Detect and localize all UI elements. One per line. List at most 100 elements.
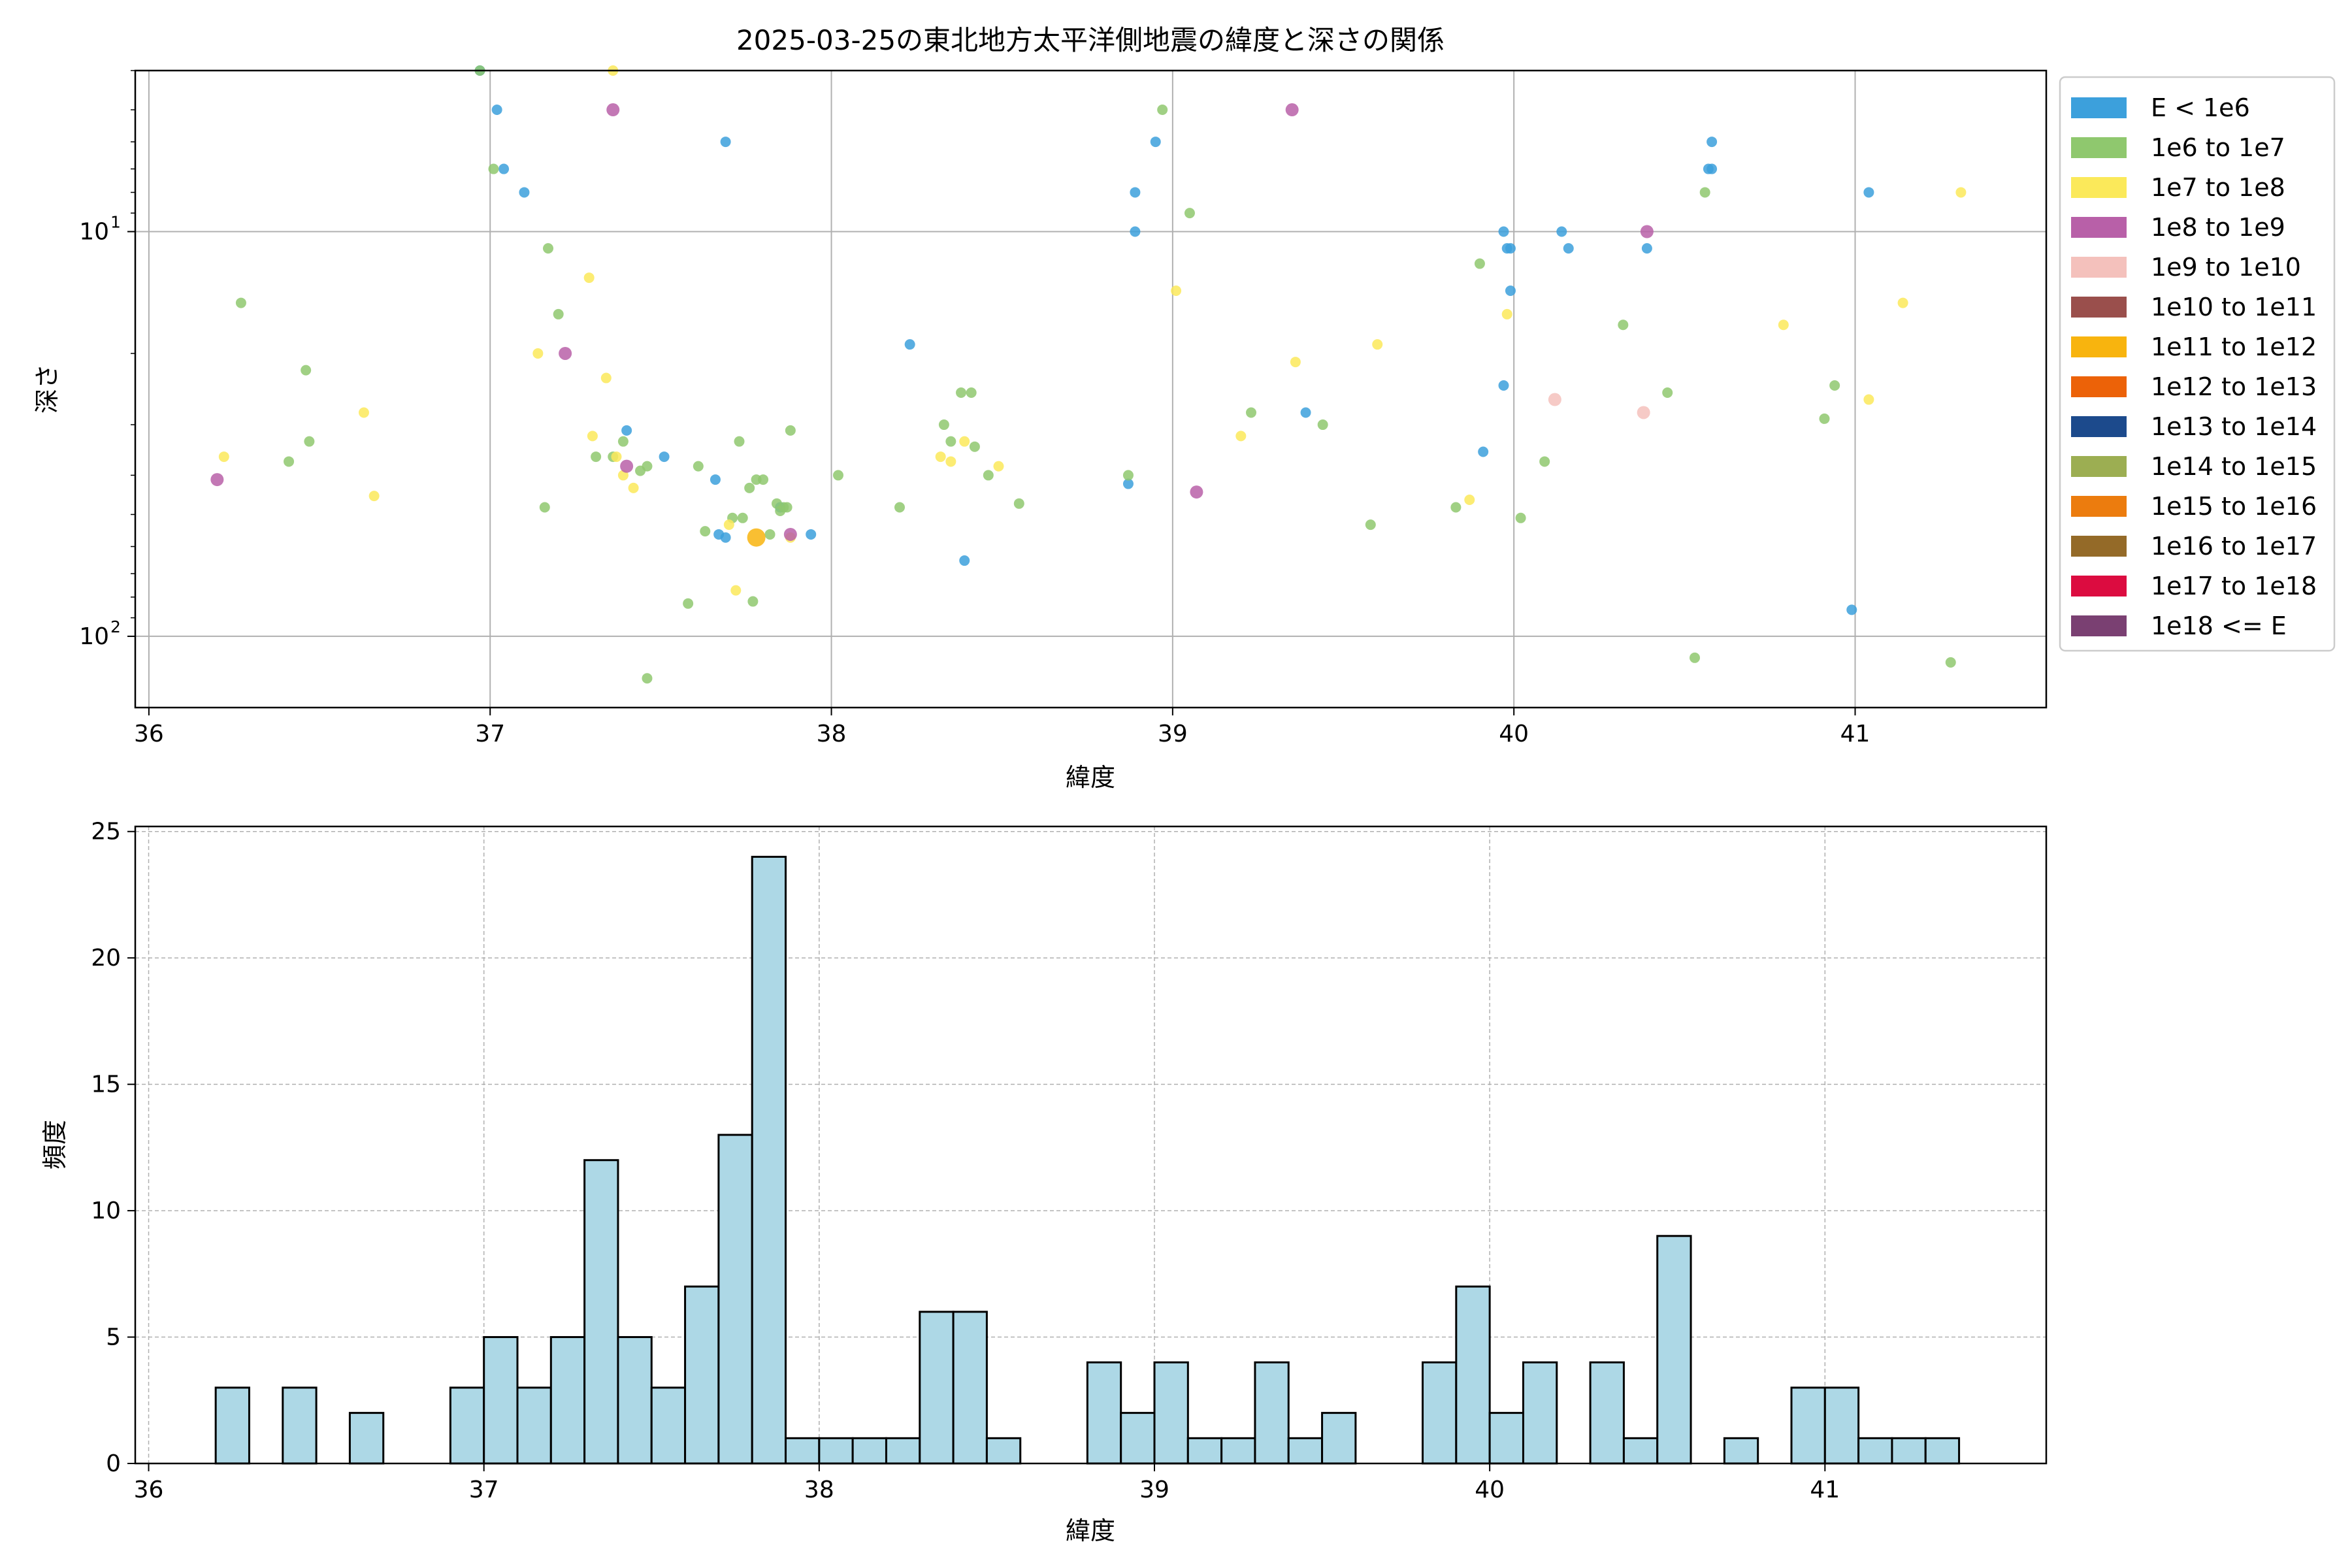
histogram-bar (650, 1386, 687, 1465)
histogram-x-tick-label: 38 (804, 1477, 834, 1503)
scatter-point (781, 502, 792, 513)
histogram-bar (919, 1311, 955, 1465)
scatter-point (734, 436, 745, 447)
scatter-x-axis-label: 緯度 (1066, 763, 1115, 792)
scatter-plot-frame (134, 69, 2048, 709)
histogram-x-tick-label: 39 (1139, 1477, 1169, 1503)
legend-swatch (2071, 496, 2127, 517)
scatter-point (1235, 431, 1247, 442)
histogram-bar (282, 1386, 318, 1465)
legend-label: 1e15 to 1e16 (2151, 492, 2317, 521)
scatter-x-tick-label: 39 (1158, 721, 1188, 747)
scatter-point (959, 436, 970, 447)
scatter-y-tick-label: 10 (79, 218, 109, 245)
histogram-bar (851, 1437, 887, 1465)
legend-swatch (2071, 615, 2127, 636)
scatter-point (1699, 187, 1710, 198)
histogram-bar (214, 1386, 250, 1465)
legend-label: 1e16 to 1e17 (2151, 532, 2317, 561)
scatter-point (617, 436, 629, 447)
histogram-bar (818, 1437, 854, 1465)
legend-label: 1e6 to 1e7 (2151, 133, 2285, 162)
scatter-point (1150, 137, 1161, 148)
histogram-bar (1924, 1437, 1961, 1465)
scatter-point (737, 512, 748, 523)
scatter-point (1478, 446, 1489, 457)
scatter-point (969, 441, 980, 452)
scatter-point (539, 502, 550, 513)
scatter-point (730, 585, 742, 596)
scatter-point (1505, 286, 1516, 297)
scatter-point (945, 436, 956, 447)
scatter-point (832, 470, 843, 481)
legend-swatch (2071, 416, 2127, 437)
scatter-point (532, 348, 544, 359)
scatter-point (606, 103, 620, 117)
scatter-point (1474, 258, 1485, 269)
scatter-point (1285, 103, 1299, 117)
scatter-plot-area (135, 71, 2046, 708)
legend-label: 1e11 to 1e12 (2151, 333, 2317, 361)
legend-swatch (2071, 177, 2127, 198)
scatter-point (783, 527, 797, 541)
scatter-point (304, 436, 315, 447)
histogram-y-tick-label: 5 (106, 1324, 121, 1351)
scatter-point (621, 425, 632, 436)
legend-label: 1e17 to 1e18 (2151, 572, 2317, 600)
histogram-bar (1857, 1437, 1893, 1465)
histogram-bar (1422, 1361, 1458, 1465)
scatter-point (1184, 208, 1195, 219)
scatter-point (218, 451, 229, 463)
legend-swatch (2071, 456, 2127, 477)
histogram-x-ticks: 36 37 38 39 40 41 (134, 1463, 1840, 1503)
histogram-y-ticks: 0 5 10 15 20 25 (91, 819, 135, 1477)
histogram-bar (449, 1386, 485, 1465)
histogram-bar (1589, 1361, 1625, 1465)
histogram-bar (1254, 1361, 1290, 1465)
scatter-point (1641, 243, 1652, 254)
histogram-chart: 0 5 10 15 20 25 36 37 38 39 40 41 緯度 頻度 (41, 819, 2048, 1545)
scatter-point (993, 461, 1004, 472)
histogram-bar (348, 1412, 385, 1465)
histogram-bar (1455, 1285, 1491, 1465)
scatter-y-tick-label: 10 (79, 623, 109, 650)
histogram-y-tick-label: 15 (91, 1071, 121, 1098)
histogram-bar (985, 1437, 1022, 1465)
histogram-bar (617, 1336, 653, 1465)
scatter-point (1505, 243, 1516, 254)
legend-label: 1e12 to 1e13 (2151, 372, 2317, 401)
histogram-x-tick-label: 40 (1475, 1477, 1505, 1503)
scatter-point (1245, 407, 1256, 418)
scatter-legend: E < 1e6 1e6 to 1e7 1e7 to 1e8 1e8 to 1e9 1e9… (2059, 76, 2336, 652)
scatter-point (1563, 243, 1574, 254)
scatter-point (498, 163, 510, 174)
scatter-y-axis-label: 深さ (33, 364, 61, 414)
histogram-bar (1186, 1437, 1223, 1465)
scatter-point (1365, 519, 1376, 531)
scatter-point (1498, 226, 1509, 237)
scatter-point (491, 105, 502, 116)
histogram-bar (1823, 1386, 1860, 1465)
histogram-bar (751, 855, 787, 1465)
scatter-point (966, 387, 977, 398)
chart-title: 2025-03-25の東北地方太平洋側地震の緯度と深さの関係 (736, 24, 1445, 56)
histogram-bar (952, 1311, 988, 1465)
legend-swatch (2071, 97, 2127, 118)
legend-swatch (2071, 376, 2127, 397)
scatter-point (983, 470, 994, 481)
scatter-point (642, 673, 653, 684)
histogram-bar (1488, 1412, 1524, 1465)
histogram-bar (885, 1437, 921, 1465)
scatter-point (1863, 187, 1874, 198)
scatter-point (583, 272, 595, 284)
histogram-bar (1522, 1361, 1558, 1465)
scatter-y-tick-exponent: 1 (110, 212, 121, 231)
scatter-point (1955, 187, 1967, 198)
scatter-point (1013, 498, 1024, 509)
scatter-point (683, 598, 694, 609)
scatter-point (1863, 394, 1874, 405)
histogram-x-tick-label: 37 (469, 1477, 499, 1503)
scatter-point (935, 451, 946, 463)
